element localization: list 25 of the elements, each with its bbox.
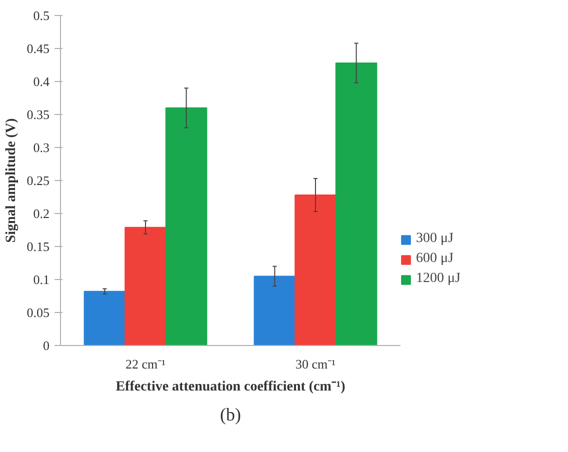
x-axis-title: Effective attenuation coefficient (cm⁻¹) [116, 380, 346, 394]
text: (b) [220, 404, 242, 424]
bar [124, 226, 166, 346]
y-tick-label: 0.45 [26, 41, 50, 56]
x-tick-label: 22 cm⁻¹ [125, 356, 166, 372]
bar [335, 62, 378, 346]
y-tick-label: 0.3 [33, 140, 50, 155]
y-tick-label: 0.1 [33, 272, 50, 287]
bar [294, 194, 336, 346]
legend-label: 300 μJ [416, 231, 454, 248]
bar [254, 276, 296, 346]
y-tick-label: 0.15 [26, 239, 50, 254]
y-tick-label: 0.35 [26, 107, 50, 122]
x-tick-label: 30 cm⁻¹ [295, 356, 336, 372]
legend-label: 1200 μJ [416, 271, 460, 288]
y-tick-label: 0.25 [26, 173, 50, 188]
legend-label: 600 μJ [416, 251, 454, 268]
y-tick-label: 0.05 [26, 305, 50, 320]
bar [84, 290, 126, 346]
y-axis-title: Signal amplitude (V) [4, 118, 19, 243]
y-tick-label: 0.5 [33, 8, 50, 23]
y-tick-label: 0.4 [33, 74, 50, 89]
bar [165, 107, 208, 346]
y-tick-label: 0.2 [33, 206, 50, 221]
y-tick-label: 0 [43, 338, 50, 353]
